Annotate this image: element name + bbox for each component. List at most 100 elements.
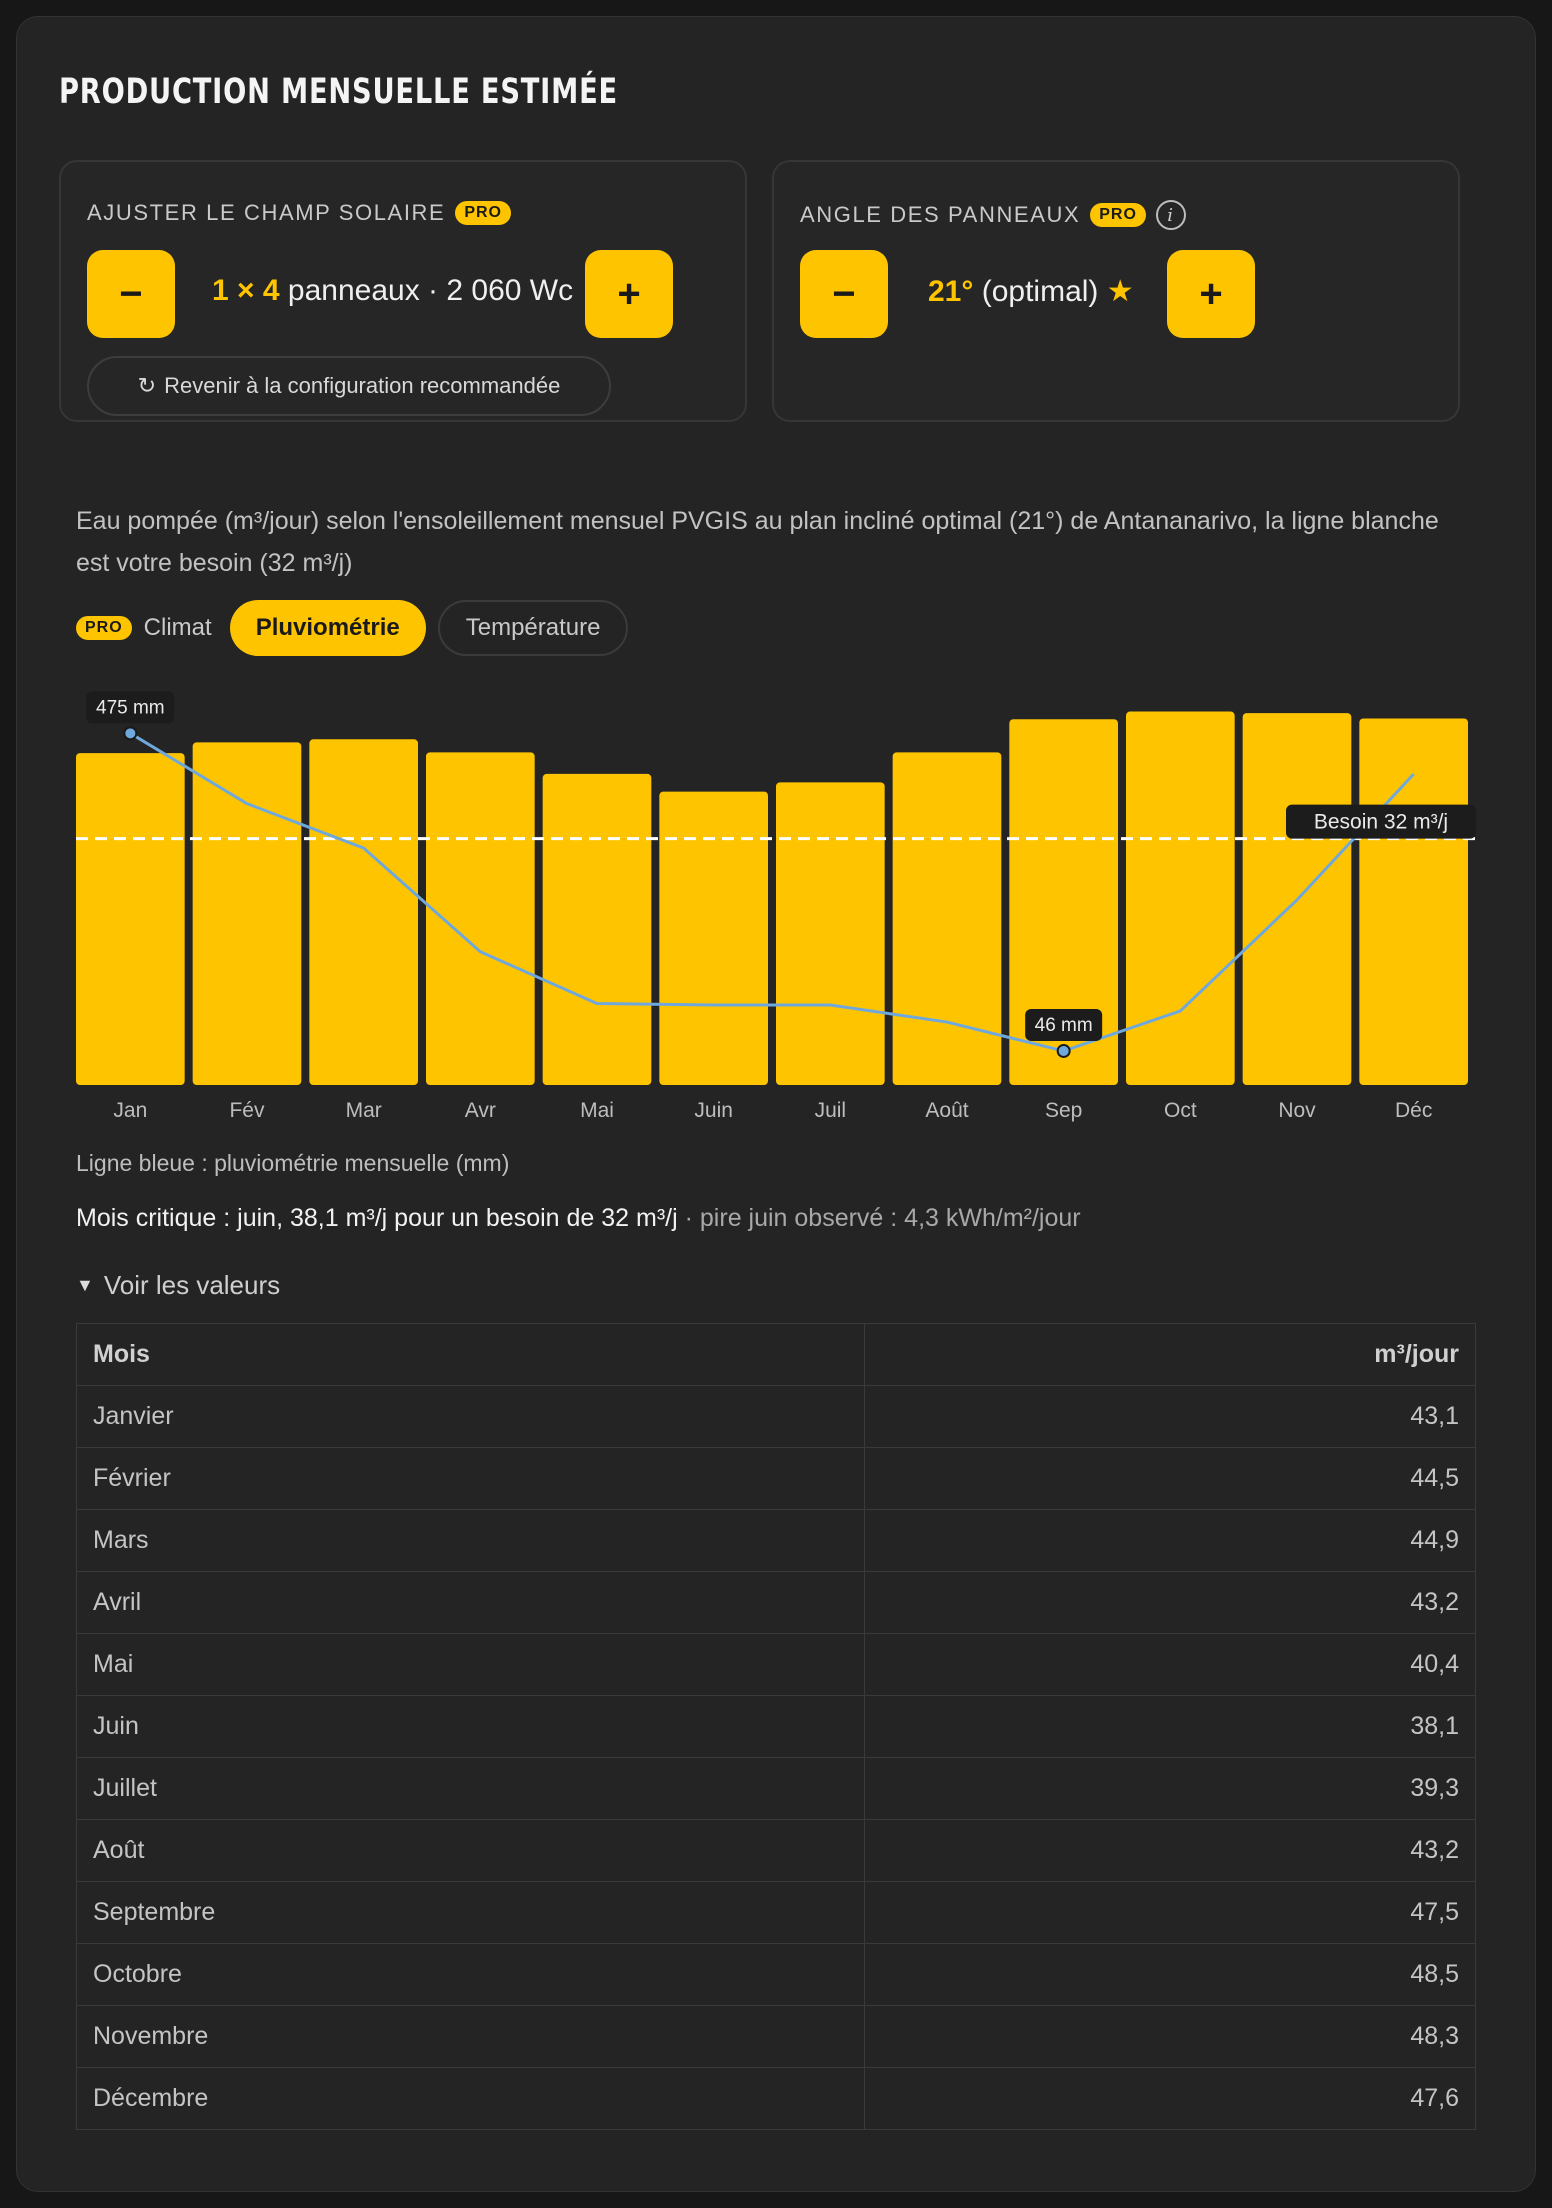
- solar-field-panel: AJUSTER LE CHAMP SOLAIRE PRO − 1 × 4 pan…: [59, 160, 747, 422]
- table-row: Mai 40,4: [76, 1633, 1476, 1696]
- value-cell: 43,2: [864, 1571, 1476, 1634]
- increase-angle-button[interactable]: +: [1167, 250, 1255, 338]
- month-cell: Septembre: [76, 1881, 865, 1944]
- table-row: Octobre 48,5: [76, 1943, 1476, 2006]
- bar-Oct: [1126, 711, 1235, 1085]
- month-cell: Décembre: [76, 2067, 865, 2130]
- values-table: Mois m³/jour Janvier 43,1 Février 44,5 Mars 4…: [76, 1323, 1476, 2130]
- x-tick-label: Déc: [1395, 1099, 1432, 1122]
- table-row: Janvier 43,1: [76, 1385, 1476, 1448]
- panel-count: 1 × 4: [212, 274, 280, 307]
- header-month: Mois: [76, 1323, 865, 1386]
- rain-min-label: 46 mm: [1035, 1015, 1093, 1036]
- angle-label-row: ANGLE DES PANNEAUX PRO i: [800, 200, 1186, 230]
- tab-pluviometrie[interactable]: Pluviométrie: [229, 600, 426, 656]
- month-cell: Février: [76, 1447, 865, 1510]
- table-row: Septembre 47,5: [76, 1881, 1476, 1944]
- angle-value: 21° (optimal) ★: [928, 274, 1134, 309]
- angle-degrees: 21°: [928, 275, 974, 308]
- bar-Avr: [426, 752, 535, 1085]
- reset-config-label: Revenir à la configuration recommandée: [164, 373, 561, 398]
- value-cell: 47,6: [864, 2067, 1476, 2130]
- decrease-angle-button[interactable]: −: [800, 250, 888, 338]
- bar-Jan: [76, 753, 185, 1085]
- chart-description: Eau pompée (m³/jour) selon l'ensoleillem…: [76, 507, 1439, 577]
- show-values-toggle[interactable]: ▼ Voir les valeurs: [76, 1270, 280, 1301]
- line-legend-note: Ligne bleue : pluviométrie mensuelle (mm…: [76, 1150, 510, 1176]
- month-cell: Avril: [76, 1571, 865, 1634]
- value-cell: 43,1: [864, 1385, 1476, 1448]
- header-value: m³/jour: [864, 1323, 1476, 1386]
- bar-Juin: [659, 791, 768, 1085]
- critical-secondary: · pire juin observé : 4,3 kWh/m²/jour: [677, 1204, 1081, 1232]
- bar-Déc: [1359, 718, 1468, 1085]
- panel-count-value: 1 × 4 panneaux · 2 060 Wc: [212, 274, 573, 308]
- show-values-label: Voir les valeurs: [103, 1270, 281, 1300]
- tab-temperature[interactable]: Température: [437, 600, 629, 656]
- table-row: Juin 38,1: [76, 1695, 1476, 1758]
- month-cell: Mai: [76, 1633, 865, 1696]
- table-row: Novembre 48,3: [76, 2005, 1476, 2068]
- page-title: PRODUCTION MENSUELLE ESTIMÉE: [59, 72, 618, 112]
- caret-down-icon: ▼: [76, 1275, 94, 1295]
- critical-main: Mois critique : juin, 38,1 m³/j pour un …: [76, 1204, 678, 1232]
- month-cell: Novembre: [76, 2005, 865, 2068]
- rain-min-label-bg: [1025, 1008, 1103, 1041]
- x-tick-label: Juil: [815, 1099, 847, 1122]
- value-cell: 47,5: [864, 1881, 1476, 1944]
- increase-panels-button[interactable]: +: [585, 250, 673, 338]
- climate-label: Climat: [143, 614, 212, 641]
- pro-badge: PRO: [76, 616, 132, 640]
- besoin-label-bg: [1286, 804, 1476, 839]
- table-row: Juillet 39,3: [76, 1757, 1476, 1820]
- x-tick-label: Sep: [1045, 1099, 1082, 1122]
- x-tick-label: Juin: [694, 1099, 733, 1122]
- month-cell: Juin: [76, 1695, 865, 1758]
- info-icon[interactable]: i: [1155, 200, 1186, 230]
- table-row: Mars 44,9: [76, 1509, 1476, 1572]
- reset-icon: ↻: [137, 373, 157, 398]
- table-row: Avril 43,2: [76, 1571, 1476, 1634]
- value-cell: 48,5: [864, 1943, 1476, 2006]
- bar-Juil: [776, 782, 885, 1085]
- value-cell: 44,9: [864, 1509, 1476, 1572]
- besoin-label: Besoin 32 m³/j: [1314, 811, 1448, 834]
- month-cell: Juillet: [76, 1757, 865, 1820]
- rain-max-label-bg: [86, 691, 175, 724]
- rain-max-label: 475 mm: [96, 697, 165, 718]
- value-cell: 43,2: [864, 1819, 1476, 1882]
- value-cell: 39,3: [864, 1757, 1476, 1820]
- value-cell: 40,4: [864, 1633, 1476, 1696]
- panel-power: panneaux · 2 060 Wc: [287, 274, 574, 307]
- table-row: Décembre 47,6: [76, 2067, 1476, 2130]
- bar-Sep: [1009, 719, 1118, 1085]
- table-row: Août 43,2: [76, 1819, 1476, 1882]
- x-tick-label: Avr: [465, 1099, 496, 1122]
- bar-Fév: [192, 742, 302, 1085]
- x-tick-label: Oct: [1164, 1099, 1197, 1122]
- value-cell: 44,5: [864, 1447, 1476, 1510]
- pro-badge: PRO: [455, 201, 511, 225]
- bar-Mar: [309, 739, 418, 1085]
- reset-config-button[interactable]: ↻ Revenir à la configuration recommandée: [87, 356, 611, 416]
- rainfall-point: [1056, 1043, 1071, 1058]
- table-row: Février 44,5: [76, 1447, 1476, 1510]
- angle-note: (optimal): [981, 275, 1099, 308]
- x-tick-label: Mai: [580, 1099, 614, 1122]
- rainfall-point: [123, 726, 138, 741]
- month-cell: Octobre: [76, 1943, 865, 2006]
- month-cell: Janvier: [76, 1385, 865, 1448]
- month-cell: Août: [76, 1819, 865, 1882]
- bar-Mai: [542, 773, 652, 1085]
- value-cell: 48,3: [864, 2005, 1476, 2068]
- decrease-panels-button[interactable]: −: [87, 250, 175, 338]
- angle-label: ANGLE DES PANNEAUX: [800, 202, 1081, 227]
- x-tick-label: Fév: [229, 1099, 265, 1122]
- solar-field-label: AJUSTER LE CHAMP SOLAIRE: [87, 200, 446, 225]
- solar-field-label-row: AJUSTER LE CHAMP SOLAIRE PRO: [87, 200, 511, 226]
- x-tick-label: Jan: [113, 1099, 147, 1122]
- production-chart: Jan Fév Mar Avr Mai Juin Juil Août Sep Oct Nov Déc 4…: [76, 691, 1476, 1122]
- star-icon: ★: [1106, 275, 1134, 308]
- month-cell: Mars: [76, 1509, 865, 1572]
- x-tick-label: Nov: [1278, 1099, 1316, 1122]
